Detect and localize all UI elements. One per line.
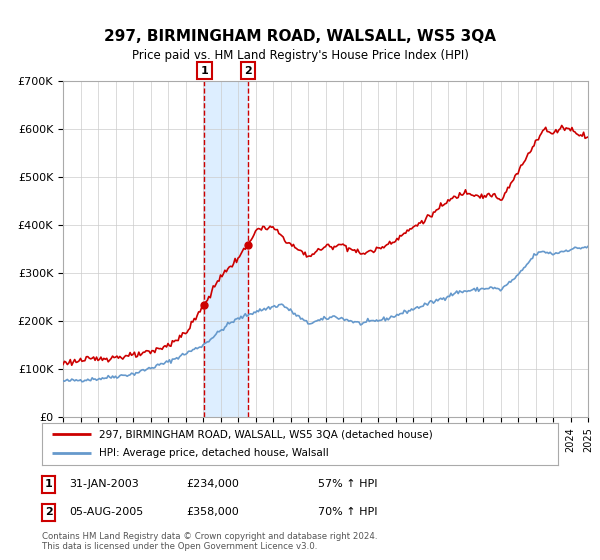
- Text: 1: 1: [45, 479, 52, 489]
- Text: 70% ↑ HPI: 70% ↑ HPI: [318, 507, 377, 517]
- Bar: [205, 81, 248, 417]
- Text: This data is licensed under the Open Government Licence v3.0.: This data is licensed under the Open Gov…: [42, 542, 317, 551]
- Text: Contains HM Land Registry data © Crown copyright and database right 2024.: Contains HM Land Registry data © Crown c…: [42, 532, 377, 541]
- Text: HPI: Average price, detached house, Walsall: HPI: Average price, detached house, Wals…: [99, 449, 329, 459]
- Text: 297, BIRMINGHAM ROAD, WALSALL, WS5 3QA: 297, BIRMINGHAM ROAD, WALSALL, WS5 3QA: [104, 29, 496, 44]
- Text: 05-AUG-2005: 05-AUG-2005: [69, 507, 143, 517]
- Text: Price paid vs. HM Land Registry's House Price Index (HPI): Price paid vs. HM Land Registry's House …: [131, 49, 469, 63]
- Text: £358,000: £358,000: [186, 507, 239, 517]
- Text: 297, BIRMINGHAM ROAD, WALSALL, WS5 3QA (detached house): 297, BIRMINGHAM ROAD, WALSALL, WS5 3QA (…: [99, 429, 433, 439]
- Text: 2: 2: [244, 66, 252, 76]
- Text: 1: 1: [200, 66, 208, 76]
- Text: 31-JAN-2003: 31-JAN-2003: [69, 479, 139, 489]
- Text: 2: 2: [45, 507, 52, 517]
- Text: 57% ↑ HPI: 57% ↑ HPI: [318, 479, 377, 489]
- Text: £234,000: £234,000: [186, 479, 239, 489]
